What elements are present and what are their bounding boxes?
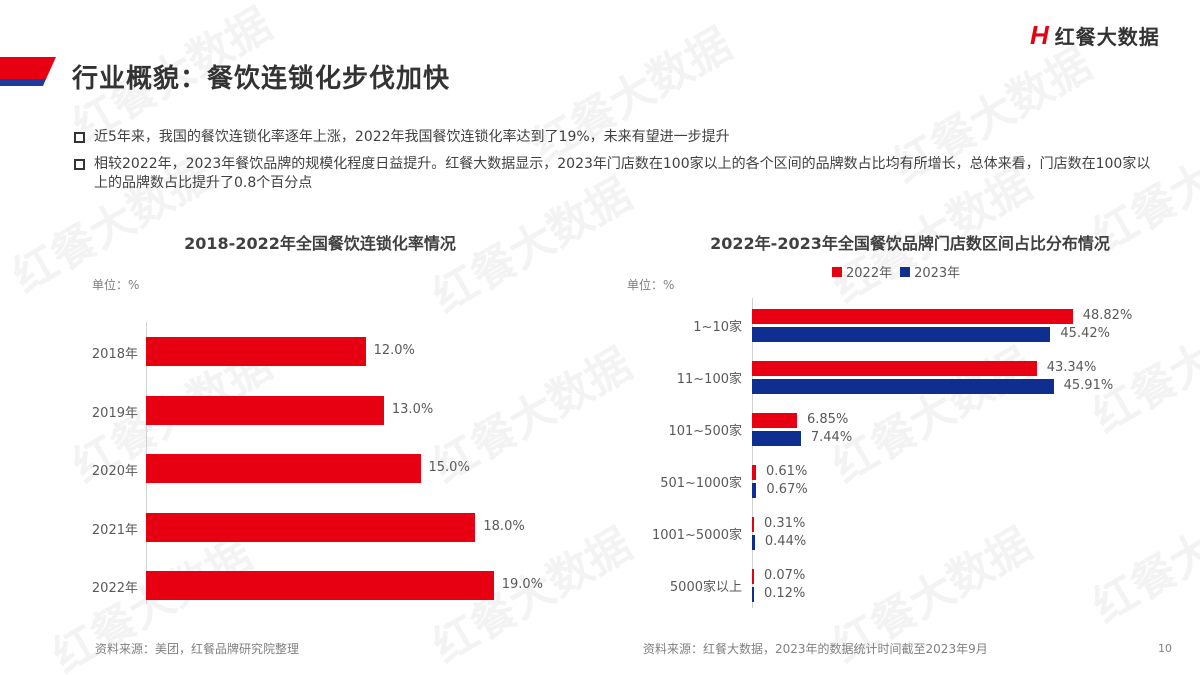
bar-2021年 bbox=[146, 512, 476, 542]
value-label: 0.67% bbox=[766, 482, 808, 497]
category-label: 2020年 bbox=[91, 464, 138, 479]
bar-2022年-11~100家 bbox=[752, 361, 1037, 376]
category-label: 2021年 bbox=[91, 522, 138, 538]
legend-2023-label: 2023年 bbox=[914, 266, 961, 281]
category-label: 2022年 bbox=[91, 581, 138, 596]
bar-2023年-501~1000家 bbox=[752, 483, 757, 498]
bar-2022年-1~10家 bbox=[752, 309, 1073, 324]
bar-2020年 bbox=[146, 454, 421, 483]
value-label: 7.44% bbox=[810, 430, 853, 445]
bar-2023年-1001~5000家 bbox=[752, 535, 755, 550]
category-label: 101~500家 bbox=[668, 424, 742, 439]
right-chart-unit: 单位：% bbox=[627, 278, 675, 292]
legend-2023-swatch-icon bbox=[900, 266, 911, 277]
right-chart-legend: 2022年 2023年 bbox=[832, 262, 960, 281]
bar-2023年-5000家以上 bbox=[752, 587, 754, 602]
right-chart-title: 2022年-2023年全国餐饮品牌门店数区间占比分布情况 bbox=[710, 234, 1110, 253]
title-accent-bar bbox=[0, 57, 56, 86]
bar-2019年 bbox=[146, 395, 384, 425]
category-label: 1~10家 bbox=[693, 320, 742, 335]
page-number: 10 bbox=[1158, 642, 1172, 655]
bar-2022年-1001~5000家 bbox=[752, 517, 755, 532]
bar-2022年-501~1000家 bbox=[752, 465, 756, 480]
summary-bullets: 近5年来，我国的餐饮连锁化率逐年上涨，2022年我国餐饮连锁化率达到了19%，未… bbox=[74, 128, 1154, 201]
category-label: 2018年 bbox=[91, 347, 138, 362]
value-label: 0.12% bbox=[764, 586, 806, 601]
brand-logo: H 红餐大数据 bbox=[1030, 20, 1160, 51]
left-chart-title: 2018-2022年全国餐饮连锁化率情况 bbox=[184, 234, 456, 253]
bar-2023年-101~500家 bbox=[752, 431, 801, 446]
right-chart-axis bbox=[752, 298, 753, 608]
logo-h-icon: H bbox=[1030, 20, 1049, 50]
value-label: 0.44% bbox=[764, 534, 807, 549]
right-chart-source: 资料来源：红餐大数据，2023年的数据统计时间截至2023年9月 bbox=[643, 642, 988, 656]
bar-2023年-11~100家 bbox=[752, 379, 1054, 394]
bar-2018年 bbox=[146, 337, 366, 366]
bar-2023年-1~10家 bbox=[752, 327, 1051, 342]
bullet-text: 近5年来，我国的餐饮连锁化率逐年上涨，2022年我国餐饮连锁化率达到了19%，未… bbox=[94, 129, 730, 145]
value-label: 0.61% bbox=[766, 464, 808, 479]
left-chart-unit: 单位：% bbox=[92, 278, 140, 292]
square-bullet-icon bbox=[74, 132, 85, 143]
value-label: 15.0% bbox=[428, 460, 470, 475]
category-label: 11~100家 bbox=[676, 372, 742, 387]
value-label: 19.0% bbox=[501, 577, 543, 592]
legend-2022-label: 2022年 bbox=[846, 266, 893, 281]
value-label: 18.0% bbox=[483, 518, 525, 534]
category-label: 2019年 bbox=[91, 405, 138, 421]
logo-text: 红餐大数据 bbox=[1054, 25, 1160, 49]
category-label: 1001~5000家 bbox=[651, 528, 742, 543]
value-label: 48.82% bbox=[1082, 308, 1133, 323]
watermark-text: 红餐大数据 bbox=[824, 338, 1041, 493]
square-bullet-icon bbox=[74, 159, 85, 170]
bar-2022年-5000家以上 bbox=[752, 569, 754, 584]
watermark-text: 红餐大数据 bbox=[1084, 288, 1200, 443]
value-label: 45.42% bbox=[1060, 326, 1110, 341]
value-label: 6.85% bbox=[807, 412, 849, 427]
value-label: 43.34% bbox=[1046, 360, 1097, 375]
bar-2022年-101~500家 bbox=[752, 413, 797, 428]
value-label: 45.91% bbox=[1063, 378, 1114, 393]
bullet-text: 相较2022年，2023年餐饮品牌的规模化程度日益提升。红餐大数据显示，2023… bbox=[94, 156, 1151, 191]
left-chart-source: 资料来源：美团，红餐品牌研究院整理 bbox=[95, 642, 300, 656]
value-label: 0.31% bbox=[764, 516, 806, 531]
value-label: 12.0% bbox=[373, 343, 415, 358]
value-label: 13.0% bbox=[391, 401, 434, 417]
watermark-text: 红餐大数据 bbox=[1084, 478, 1200, 633]
bullet-item: 近5年来，我国的餐饮连锁化率逐年上涨，2022年我国餐饮连锁化率达到了19%，未… bbox=[74, 128, 1154, 147]
value-label: 0.07% bbox=[764, 568, 806, 583]
legend-2022-swatch-icon bbox=[832, 266, 842, 277]
category-label: 501~1000家 bbox=[660, 476, 742, 491]
page-title: 行业概貌：餐饮连锁化步伐加快 bbox=[72, 64, 451, 94]
category-label: 5000家以上 bbox=[669, 580, 742, 595]
bar-2022年 bbox=[146, 571, 494, 600]
bullet-item: 相较2022年，2023年餐饮品牌的规模化程度日益提升。红餐大数据显示，2023… bbox=[74, 155, 1154, 193]
